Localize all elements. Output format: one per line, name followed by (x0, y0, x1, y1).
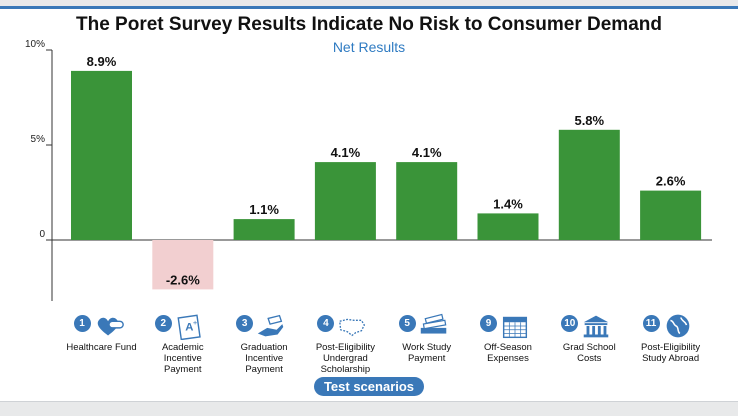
category-label: Off-Season Expenses (484, 342, 532, 364)
category-label: Post-Eligibility Study Abroad (641, 342, 701, 364)
x-axis-label: Test scenarios (314, 377, 424, 396)
university-building-icon (584, 315, 609, 338)
bar (314, 162, 376, 240)
bar (396, 162, 458, 240)
scenario-number-badge: 3 (236, 315, 254, 332)
bar (558, 129, 620, 240)
y-tick-label: 0 (39, 229, 45, 240)
svg-text:+: + (193, 318, 198, 327)
scenario-number-badge: 1 (73, 315, 91, 332)
chart-subtitle: Net Results (332, 39, 406, 55)
top-accent-line (0, 6, 738, 9)
data-label: 2.6% (656, 174, 686, 189)
category-label: Healthcare Fund (66, 342, 137, 353)
chart-title: The Poret Survey Results Indicate No Ris… (76, 14, 662, 35)
calendar-icon (502, 316, 528, 339)
category-icon-row: 4 (303, 312, 387, 340)
graduation-hand-icon (257, 314, 284, 337)
svg-text:A: A (185, 322, 193, 334)
category-icon-row: 2 A + (141, 312, 225, 340)
category-label: Grad School Costs (562, 342, 616, 364)
category-icon-row: 5 (385, 312, 469, 340)
data-label: 4.1% (331, 145, 361, 160)
bar (71, 70, 132, 241)
bottom-band (0, 401, 738, 416)
grade-paper-icon: A + (177, 314, 201, 340)
category-item: 5 Work Study Payment (385, 312, 469, 364)
category-label: Post-Eligibility Undergrad Scholarship (315, 342, 375, 375)
category-label: Work Study Payment (402, 342, 452, 364)
scenario-number-badge: 2 (154, 315, 172, 332)
category-item: 11 Post-Eligibility Study Abroad (629, 312, 713, 364)
bar (152, 240, 214, 290)
category-item: 1 Healthcare Fund (60, 312, 144, 353)
category-item: 10 Grad School Costs (547, 312, 631, 364)
bar (233, 219, 295, 240)
data-label: 1.1% (249, 202, 279, 217)
bar (477, 213, 539, 240)
data-label: -2.6% (166, 272, 200, 287)
scenario-number-badge: 5 (398, 315, 416, 332)
category-icon-row: 3 (222, 312, 306, 340)
data-label: 5.8% (574, 113, 604, 128)
category-item: 3 Graduation Incentive Payment (222, 312, 306, 375)
us-map-icon (339, 318, 366, 337)
category-icon-row: 9 (466, 312, 550, 340)
scenario-number-badge: 11 (642, 315, 660, 332)
scenario-number-badge: 4 (317, 315, 335, 332)
y-tick-label: 5% (31, 134, 46, 145)
category-label: Academic Incentive Payment (161, 342, 204, 375)
scenario-number-badge: 9 (480, 315, 497, 332)
scenario-number-badge: 10 (561, 315, 579, 332)
data-label: 4.1% (412, 145, 442, 160)
category-icon-row: 10 (547, 312, 631, 340)
category-icon-row: 11 (629, 312, 713, 340)
category-label: Graduation Incentive Payment (240, 342, 288, 375)
top-band (0, 0, 738, 6)
category-icon-row: 1 (60, 312, 144, 340)
books-icon (420, 313, 447, 334)
data-label: 1.4% (493, 196, 523, 211)
globe-icon (666, 314, 689, 338)
category-item: 9 Off-Season Expenses (466, 312, 550, 364)
category-item: 4 Post-Eligibility Undergrad Scholarship (303, 312, 387, 375)
heart-pill-icon (97, 317, 124, 336)
data-label: 8.9% (87, 54, 117, 69)
y-tick-label: 10% (25, 39, 45, 50)
bar (640, 190, 702, 240)
category-item: 2 A + Academic Incentive Payment (141, 312, 225, 375)
